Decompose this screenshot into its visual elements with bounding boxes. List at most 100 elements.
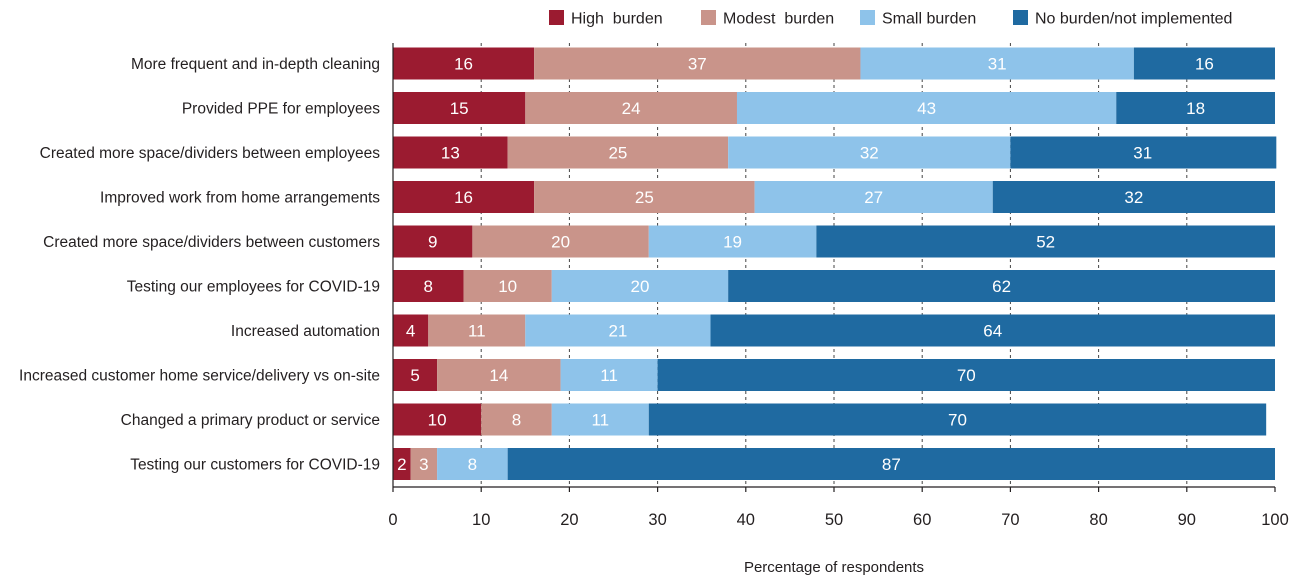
bar-segment bbox=[393, 92, 526, 124]
x-tick-label: 90 bbox=[1178, 511, 1196, 529]
bar-value-label: 19 bbox=[723, 233, 742, 252]
bar-value-label: 43 bbox=[917, 99, 936, 118]
bar-value-label: 9 bbox=[428, 233, 437, 252]
bar-segment bbox=[481, 403, 552, 436]
bar-value-label: 31 bbox=[988, 55, 1007, 74]
bar-value-label: 14 bbox=[489, 366, 508, 385]
bar-value-label: 4 bbox=[406, 322, 415, 341]
bar-value-label: 24 bbox=[622, 99, 641, 118]
bar-segment bbox=[393, 314, 429, 347]
bar-value-label: 16 bbox=[454, 55, 473, 74]
x-tick-label: 10 bbox=[472, 511, 490, 529]
bar-segment bbox=[560, 359, 658, 391]
legend-swatch bbox=[1013, 10, 1028, 25]
bar-segment bbox=[860, 47, 1134, 80]
bar-value-label: 62 bbox=[992, 277, 1011, 296]
bar-value-label: 13 bbox=[441, 144, 460, 163]
bar-value-label: 20 bbox=[551, 233, 570, 252]
bar-segment bbox=[816, 225, 1275, 258]
bar-segment bbox=[393, 225, 473, 258]
bar-value-label: 5 bbox=[410, 366, 419, 385]
bar-value-label: 21 bbox=[608, 322, 627, 341]
category-label: Created more space/dividers between cust… bbox=[43, 234, 380, 251]
bar-segment bbox=[1116, 92, 1275, 124]
category-label: Testing our customers for COVID-19 bbox=[130, 457, 380, 474]
bar-segment bbox=[472, 225, 649, 258]
bar-value-label: 11 bbox=[468, 322, 486, 341]
bar-segment bbox=[992, 181, 1275, 213]
bar-value-label: 87 bbox=[882, 455, 901, 474]
bar-value-label: 31 bbox=[1133, 144, 1152, 163]
x-tick-label: 30 bbox=[648, 511, 666, 529]
category-label: More frequent and in-depth cleaning bbox=[131, 56, 380, 73]
bar-segment bbox=[437, 359, 561, 391]
bar-segment bbox=[534, 181, 755, 213]
bar-value-label: 70 bbox=[957, 366, 976, 385]
legend: High burden Modest burden Small burden No b… bbox=[549, 10, 1232, 28]
category-label: Increased automation bbox=[231, 323, 380, 340]
legend-label: High burden bbox=[571, 11, 663, 28]
category-label: Provided PPE for employees bbox=[182, 101, 380, 118]
bar-value-label: 3 bbox=[419, 455, 428, 474]
bar-segment bbox=[710, 314, 1275, 347]
category-labels: More frequent and in-depth cleaning Provi… bbox=[19, 56, 380, 474]
bar-segment bbox=[736, 92, 1117, 124]
bar-segment bbox=[393, 448, 411, 480]
bar-segment bbox=[393, 136, 508, 169]
x-tick-label: 80 bbox=[1089, 511, 1107, 529]
bar-segment bbox=[1133, 47, 1275, 80]
bar-segment bbox=[728, 270, 1275, 302]
x-tick-label: 50 bbox=[825, 511, 843, 529]
legend-label: Small burden bbox=[882, 11, 976, 28]
bar-value-label: 8 bbox=[512, 411, 521, 430]
bar-segment bbox=[648, 403, 1267, 436]
bar-segment bbox=[648, 225, 817, 258]
bar-value-label: 11 bbox=[591, 411, 609, 430]
bar-value-label: 32 bbox=[1124, 188, 1143, 207]
bar-value-label: 16 bbox=[1195, 55, 1214, 74]
bar-value-label: 27 bbox=[864, 188, 883, 207]
category-label: Created more space/dividers between empl… bbox=[40, 145, 381, 162]
bar-segment bbox=[437, 448, 508, 480]
bar-segment bbox=[1010, 136, 1277, 169]
bar-segment bbox=[393, 270, 464, 302]
bar-segment bbox=[463, 270, 552, 302]
bar-value-label: 18 bbox=[1186, 99, 1205, 118]
category-label: Increased customer home service/delivery… bbox=[19, 368, 380, 385]
bar-segment bbox=[728, 136, 1011, 169]
legend-swatch bbox=[860, 10, 875, 25]
bar-value-label: 2 bbox=[397, 455, 406, 474]
x-tick-label: 70 bbox=[1001, 511, 1019, 529]
bars bbox=[393, 47, 1277, 480]
x-tick-label: 60 bbox=[913, 511, 931, 529]
legend-swatch bbox=[701, 10, 716, 25]
x-tick-label: 20 bbox=[560, 511, 578, 529]
bar-segment bbox=[393, 403, 482, 436]
x-axis-title: Percentage of respondents bbox=[744, 559, 924, 576]
bar-value-label: 10 bbox=[428, 411, 447, 430]
bar-segment bbox=[393, 47, 535, 80]
bar-value-label: 11 bbox=[600, 366, 618, 385]
x-axis-ticks: 0 10 20 30 40 50 60 70 80 90 100 bbox=[388, 487, 1289, 529]
bar-segment bbox=[551, 270, 729, 302]
bar-value-label: 37 bbox=[688, 55, 707, 74]
bar-value-label: 16 bbox=[454, 188, 473, 207]
category-label: Improved work from home arrangements bbox=[100, 190, 380, 207]
bar-value-label: 64 bbox=[983, 322, 1002, 341]
bar-value-label: 25 bbox=[635, 188, 654, 207]
legend-swatch bbox=[549, 10, 564, 25]
bar-value-label: 25 bbox=[608, 144, 627, 163]
x-tick-label: 100 bbox=[1261, 511, 1289, 529]
bar-segment bbox=[525, 314, 711, 347]
bar-segment bbox=[428, 314, 526, 347]
bar-segment bbox=[507, 136, 729, 169]
category-label: Changed a primary product or service bbox=[121, 412, 380, 429]
bar-segment bbox=[410, 448, 438, 480]
bar-value-label: 52 bbox=[1036, 233, 1055, 252]
bar-value-label: 8 bbox=[424, 277, 433, 296]
bar-value-label: 70 bbox=[948, 411, 967, 430]
bar-segment bbox=[657, 359, 1275, 391]
bar-value-label: 32 bbox=[860, 144, 879, 163]
